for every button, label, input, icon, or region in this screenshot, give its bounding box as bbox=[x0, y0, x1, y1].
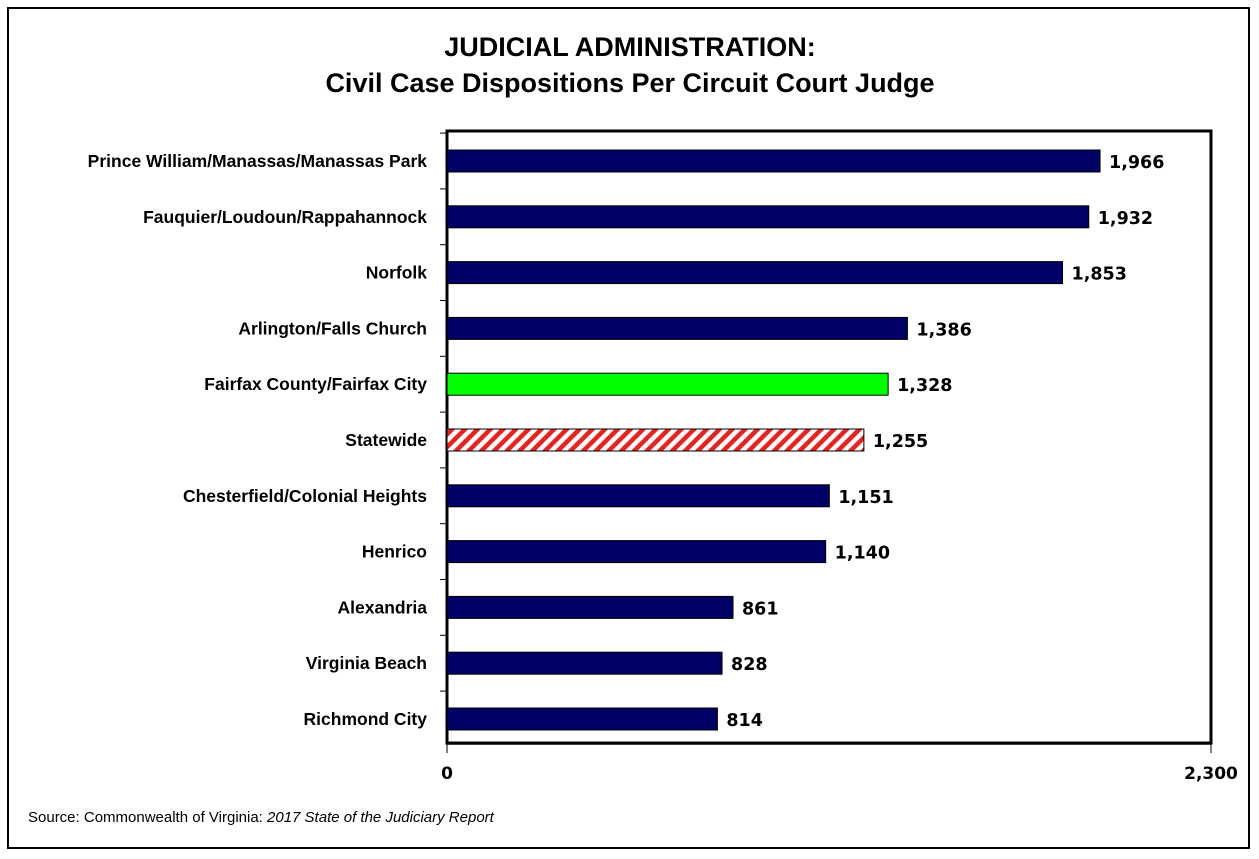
value-label: 1,328 bbox=[897, 376, 952, 396]
category-label: Fairfax County/Fairfax City bbox=[204, 374, 427, 394]
category-label: Norfolk bbox=[366, 263, 428, 283]
bar bbox=[446, 540, 827, 564]
category-label: Prince William/Manassas/Manassas Park bbox=[88, 151, 428, 171]
value-label: 1,932 bbox=[1098, 209, 1153, 229]
x-tick-label: 0 bbox=[441, 764, 453, 784]
labels: Prince William/Manassas/Manassas Park 1,9… bbox=[88, 151, 1238, 784]
bar bbox=[446, 707, 718, 731]
bar bbox=[446, 261, 1064, 285]
category-label: Chesterfield/Colonial Heights bbox=[183, 486, 427, 506]
category-label: Alexandria bbox=[338, 597, 428, 617]
value-label: 1,255 bbox=[873, 432, 928, 452]
value-label: 1,140 bbox=[835, 544, 890, 564]
bar bbox=[446, 484, 830, 508]
category-label: Statewide bbox=[345, 430, 427, 450]
source-report-title: 2017 State of the Judiciary Report bbox=[266, 809, 495, 826]
category-label: Fauquier/Loudoun/Rappahannock bbox=[143, 207, 427, 227]
value-label: 1,966 bbox=[1109, 153, 1164, 173]
source-prefix: Source: Commonwealth of Virginia: bbox=[28, 809, 267, 826]
bar bbox=[446, 316, 908, 340]
value-label: 814 bbox=[726, 711, 763, 731]
value-label: 1,853 bbox=[1072, 265, 1127, 285]
bar bbox=[446, 651, 723, 675]
bar bbox=[446, 149, 1101, 173]
chart-subtitle: Civil Case Dispositions Per Circuit Cour… bbox=[325, 68, 934, 98]
category-label: Virginia Beach bbox=[306, 653, 427, 673]
chart-frame bbox=[7, 7, 1250, 849]
chart-title: JUDICIAL ADMINISTRATION: bbox=[444, 32, 816, 62]
category-label: Henrico bbox=[362, 542, 427, 562]
category-label: Arlington/Falls Church bbox=[238, 318, 427, 338]
bar bbox=[446, 595, 734, 619]
value-label: 1,386 bbox=[916, 320, 971, 340]
value-label: 861 bbox=[742, 599, 779, 619]
source-note: Source: Commonwealth of Virginia: 2017 S… bbox=[28, 809, 495, 826]
value-label: 1,151 bbox=[838, 488, 893, 508]
x-tick-label: 2,300 bbox=[1184, 764, 1238, 784]
bar bbox=[446, 372, 889, 396]
value-label: 828 bbox=[731, 655, 768, 675]
bar bbox=[446, 205, 1090, 229]
bar bbox=[446, 428, 865, 452]
bars bbox=[446, 149, 1101, 731]
category-label: Richmond City bbox=[304, 709, 428, 729]
